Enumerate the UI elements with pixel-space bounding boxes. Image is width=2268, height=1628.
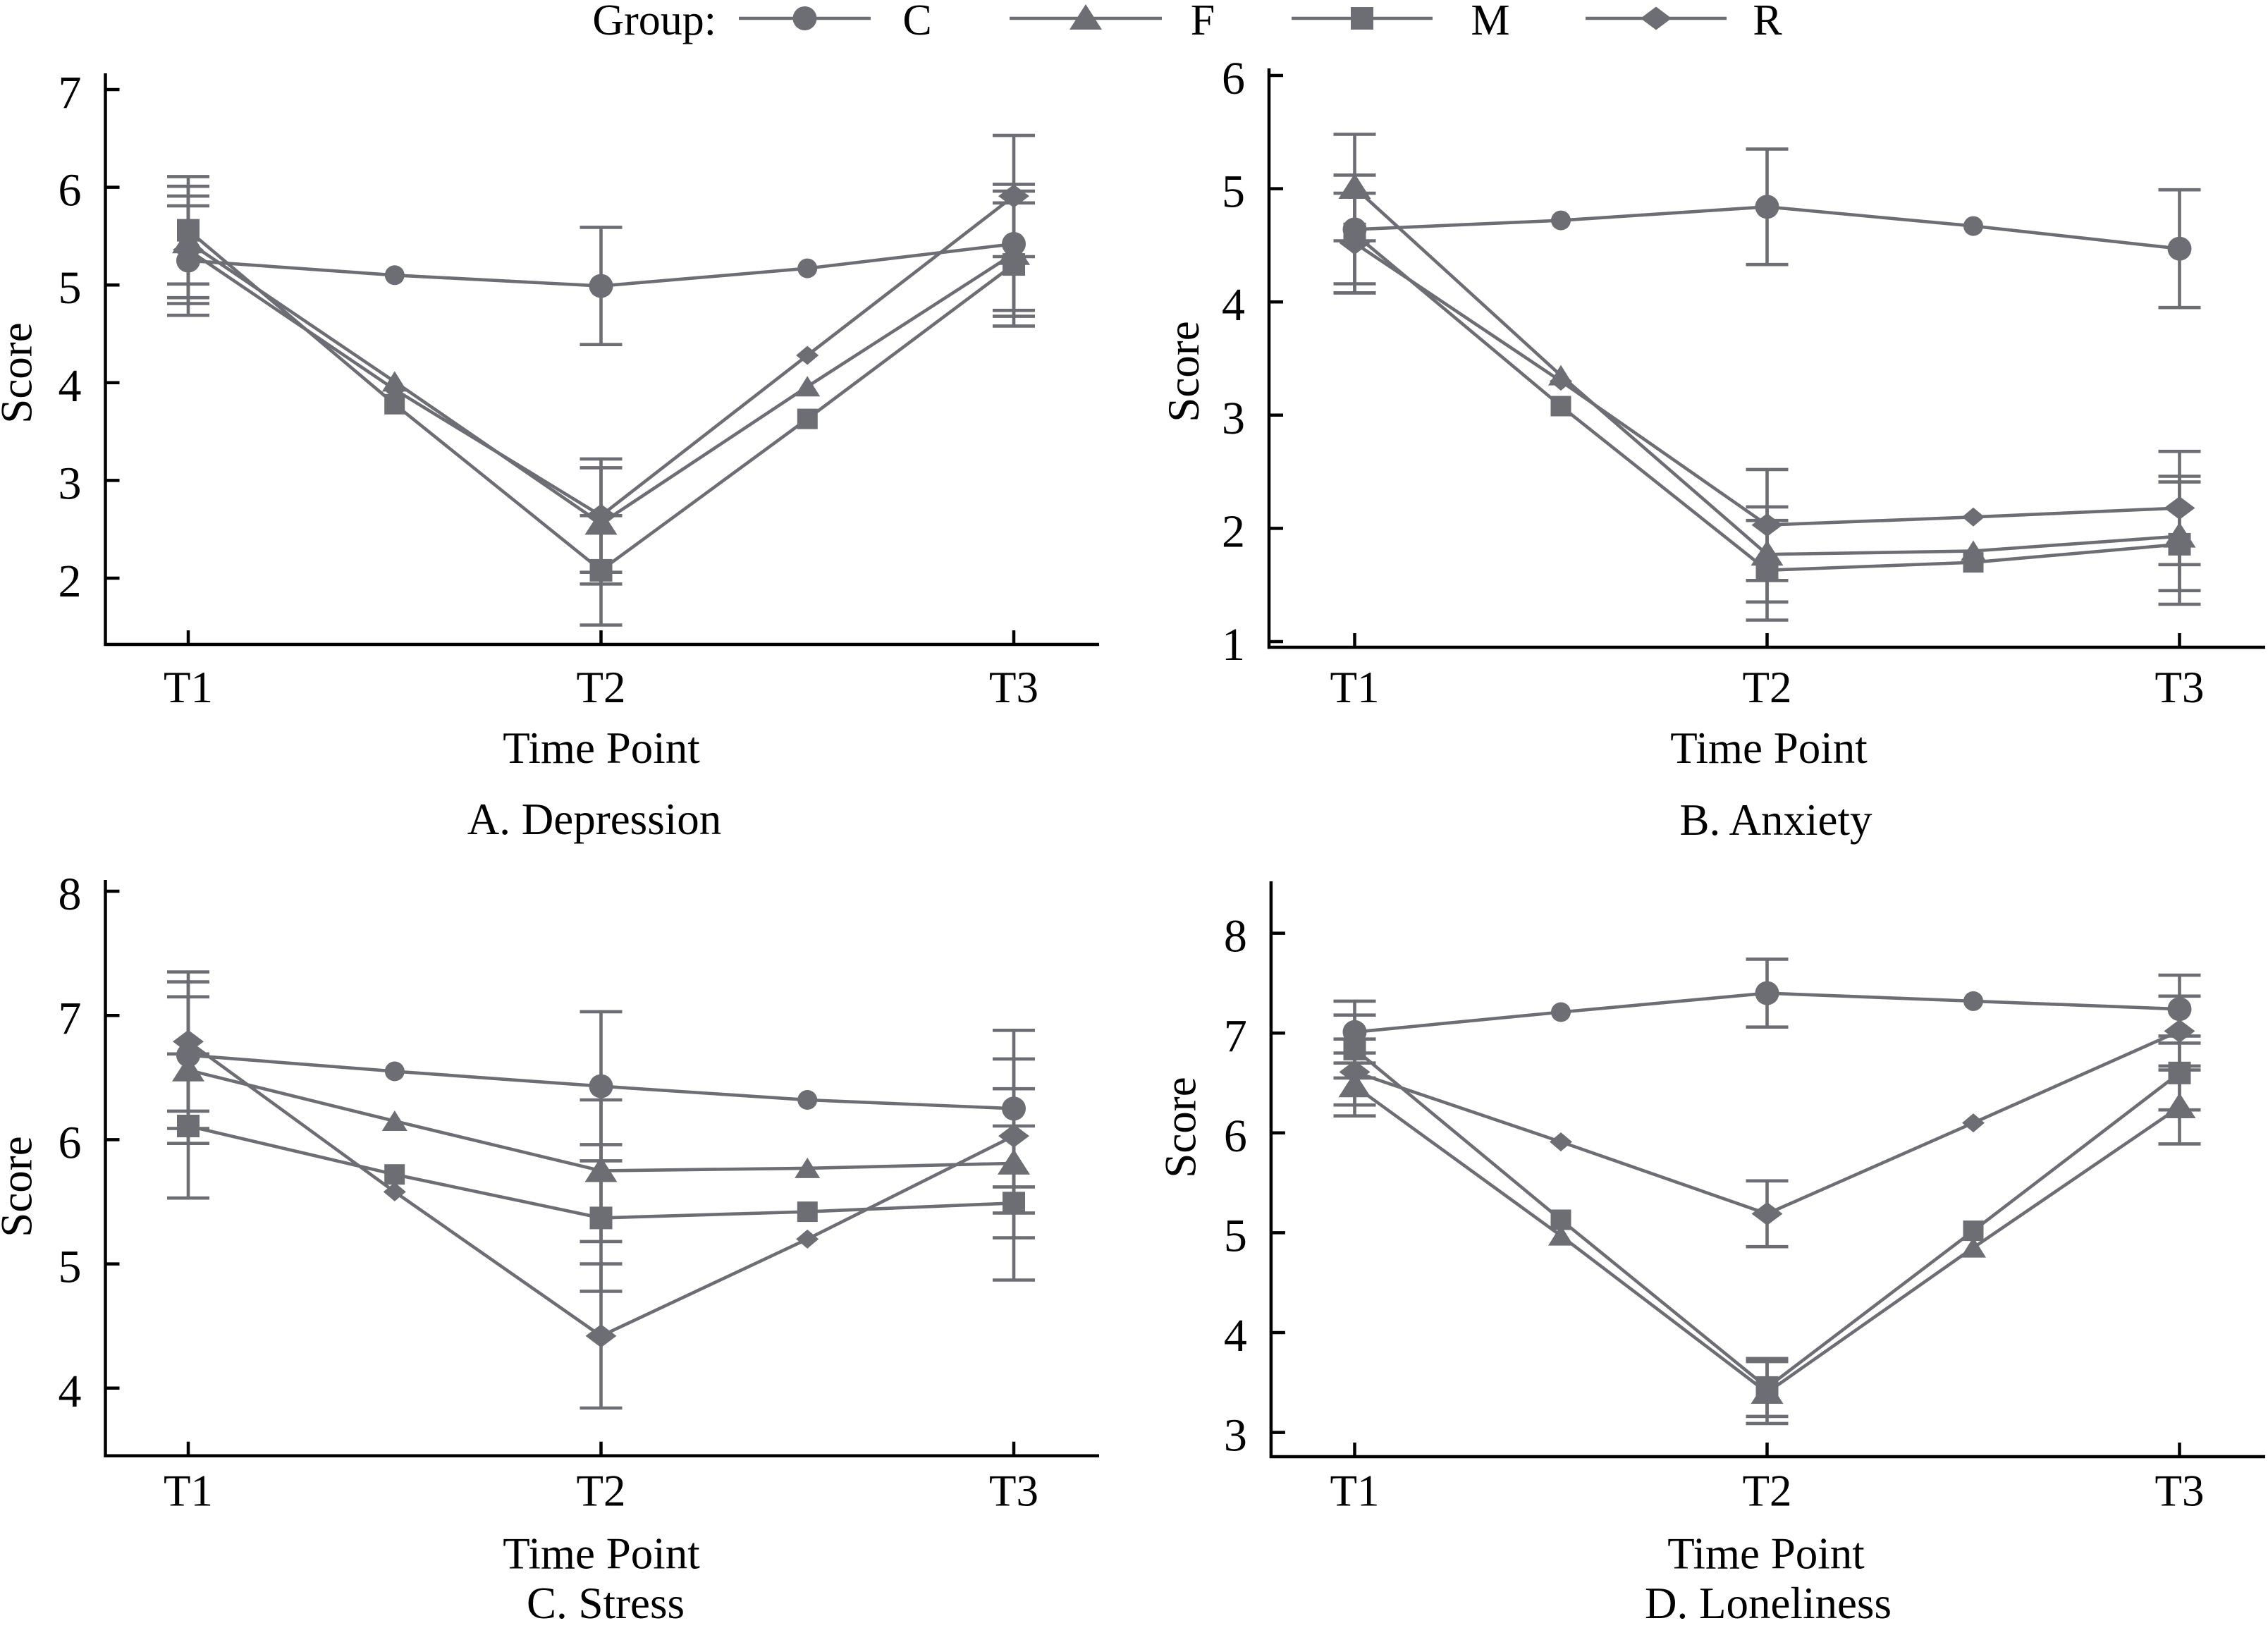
svg-text:3: 3 [1224, 1410, 1247, 1462]
svg-text:T1: T1 [1330, 663, 1380, 712]
svg-text:B. Anxiety: B. Anxiety [1679, 795, 1872, 845]
svg-text:2: 2 [1222, 506, 1245, 557]
svg-text:5: 5 [1224, 1210, 1247, 1261]
svg-text:Score: Score [1159, 321, 1208, 422]
svg-text:F: F [1191, 0, 1215, 44]
svg-text:3: 3 [1222, 393, 1245, 444]
svg-text:7: 7 [59, 993, 82, 1044]
svg-text:A. Depression: A. Depression [467, 795, 721, 844]
svg-text:5: 5 [59, 1242, 82, 1293]
svg-text:7: 7 [59, 67, 82, 118]
svg-text:T1: T1 [1330, 1467, 1380, 1516]
svg-text:C: C [902, 0, 931, 44]
svg-text:2: 2 [59, 556, 82, 607]
svg-text:R: R [1753, 0, 1782, 44]
svg-text:D. Loneliness: D. Loneliness [1645, 1579, 1892, 1624]
svg-text:Score: Score [1156, 1077, 1206, 1177]
svg-text:3: 3 [59, 458, 82, 509]
svg-text:7: 7 [1224, 1010, 1247, 1062]
svg-text:Score: Score [0, 1136, 42, 1237]
svg-text:4: 4 [59, 1366, 82, 1417]
svg-text:T1: T1 [164, 663, 213, 712]
svg-text:T2: T2 [577, 663, 626, 712]
svg-text:6: 6 [59, 165, 82, 216]
svg-text:T1: T1 [164, 1467, 213, 1516]
svg-text:T3: T3 [2155, 1467, 2205, 1516]
svg-text:M: M [1471, 0, 1509, 44]
svg-text:8: 8 [59, 869, 82, 920]
svg-text:5: 5 [1222, 166, 1245, 218]
svg-text:Score: Score [0, 322, 41, 423]
svg-text:T3: T3 [989, 663, 1038, 712]
svg-text:T2: T2 [577, 1467, 626, 1516]
svg-text:T3: T3 [2155, 663, 2205, 712]
svg-text:8: 8 [1224, 911, 1247, 962]
svg-text:Time Point: Time Point [1670, 723, 1868, 773]
svg-text:6: 6 [1224, 1110, 1247, 1162]
svg-text:Time Point: Time Point [503, 1529, 700, 1579]
svg-text:Time Point: Time Point [503, 723, 700, 773]
svg-text:4: 4 [1222, 279, 1245, 331]
svg-text:6: 6 [59, 1117, 82, 1168]
svg-text:T3: T3 [989, 1467, 1038, 1516]
svg-text:5: 5 [59, 262, 82, 314]
svg-text:Group:: Group: [592, 0, 716, 44]
svg-text:1: 1 [1222, 619, 1245, 671]
svg-text:Time Point: Time Point [1667, 1529, 1865, 1579]
svg-text:4: 4 [59, 360, 82, 412]
svg-text:T2: T2 [1743, 1467, 1792, 1516]
svg-text:C. Stress: C. Stress [527, 1579, 685, 1624]
svg-text:6: 6 [1222, 53, 1245, 104]
svg-text:T2: T2 [1743, 663, 1792, 712]
svg-text:4: 4 [1224, 1310, 1247, 1361]
